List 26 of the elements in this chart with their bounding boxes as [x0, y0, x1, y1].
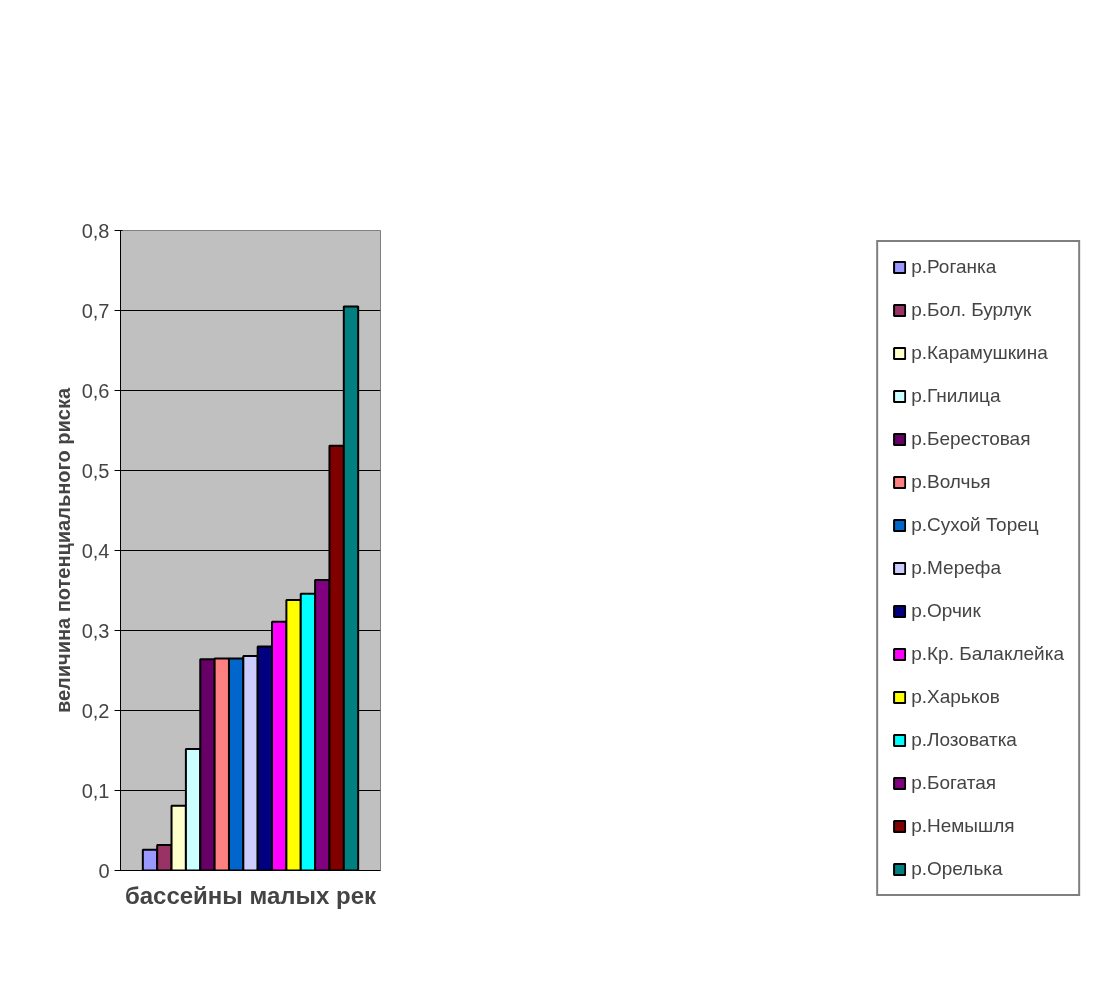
legend-label: р.Кр. Балаклейка [911, 643, 1064, 665]
legend-label: р.Мерефа [911, 557, 1001, 579]
legend-label: р.Берестовая [911, 428, 1031, 450]
y-tick-label: 0,4 [81, 539, 110, 562]
y-tick-label: 0,7 [81, 299, 110, 322]
legend-label: р.Карамушкина [911, 342, 1048, 364]
legend-label: р.Богатая [911, 772, 997, 794]
y-tick-label: 0 [98, 859, 110, 882]
y-tick-label: 0,3 [81, 619, 110, 642]
legend-label: р.Орелька [911, 858, 1003, 880]
y-axis-title: величина потенциального риска [51, 387, 74, 714]
y-tick-label: 0,1 [81, 779, 110, 802]
legend-label: р.Лозоватка [911, 729, 1017, 751]
y-tick-label: 0,6 [81, 379, 110, 402]
y-tick-label: 0,8 [81, 219, 110, 242]
legend-label: р.Гнилица [911, 385, 1001, 407]
x-axis-title: бассейны малых рек [124, 881, 378, 909]
legend-label: р.Орчик [911, 600, 981, 622]
legend-label: р.Роганка [911, 256, 997, 278]
legend-label: р.Бол. Бурлук [911, 299, 1032, 321]
legend-label: р.Сухой Торец [911, 514, 1039, 536]
y-tick-label: 0,2 [81, 699, 110, 722]
legend-label: р.Немышля [911, 815, 1015, 837]
legend-label: р.Волчья [911, 471, 991, 493]
legend-label: р.Харьков [911, 686, 1000, 708]
y-tick-label: 0,5 [81, 459, 110, 482]
